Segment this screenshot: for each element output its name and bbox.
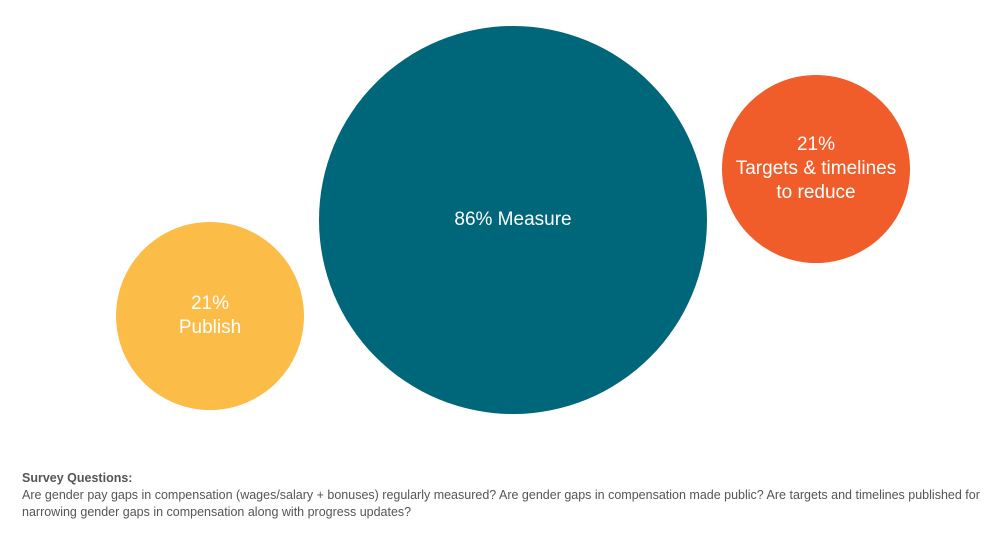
survey-questions-note: Survey Questions: Are gender pay gaps in…: [22, 470, 982, 521]
bubble-label-measure: 86% Measure: [454, 209, 571, 230]
survey-questions-text: Are gender pay gaps in compensation (wag…: [22, 488, 980, 519]
bubble-label-line: 21%: [191, 293, 229, 314]
bubble-label-publish: 21% Publish: [179, 293, 241, 338]
survey-questions-heading: Survey Questions:: [22, 471, 133, 485]
bubble-measure: [319, 26, 707, 414]
bubble-label-line: to reduce: [776, 182, 855, 203]
bubble-label-line: 86% Measure: [454, 209, 571, 230]
bubble-publish: [116, 222, 304, 410]
bubble-chart: 21% Publish 86% Measure 21% Targets & timeli…: [116, 26, 910, 414]
bubble-label-targets: 21% Targets & timelines to reduce: [736, 134, 897, 203]
bubble-label-line: Targets & timelines: [736, 158, 897, 179]
bubble-targets: [722, 75, 910, 263]
bubble-label-line: Publish: [179, 317, 241, 338]
bubble-label-line: 21%: [797, 134, 835, 155]
